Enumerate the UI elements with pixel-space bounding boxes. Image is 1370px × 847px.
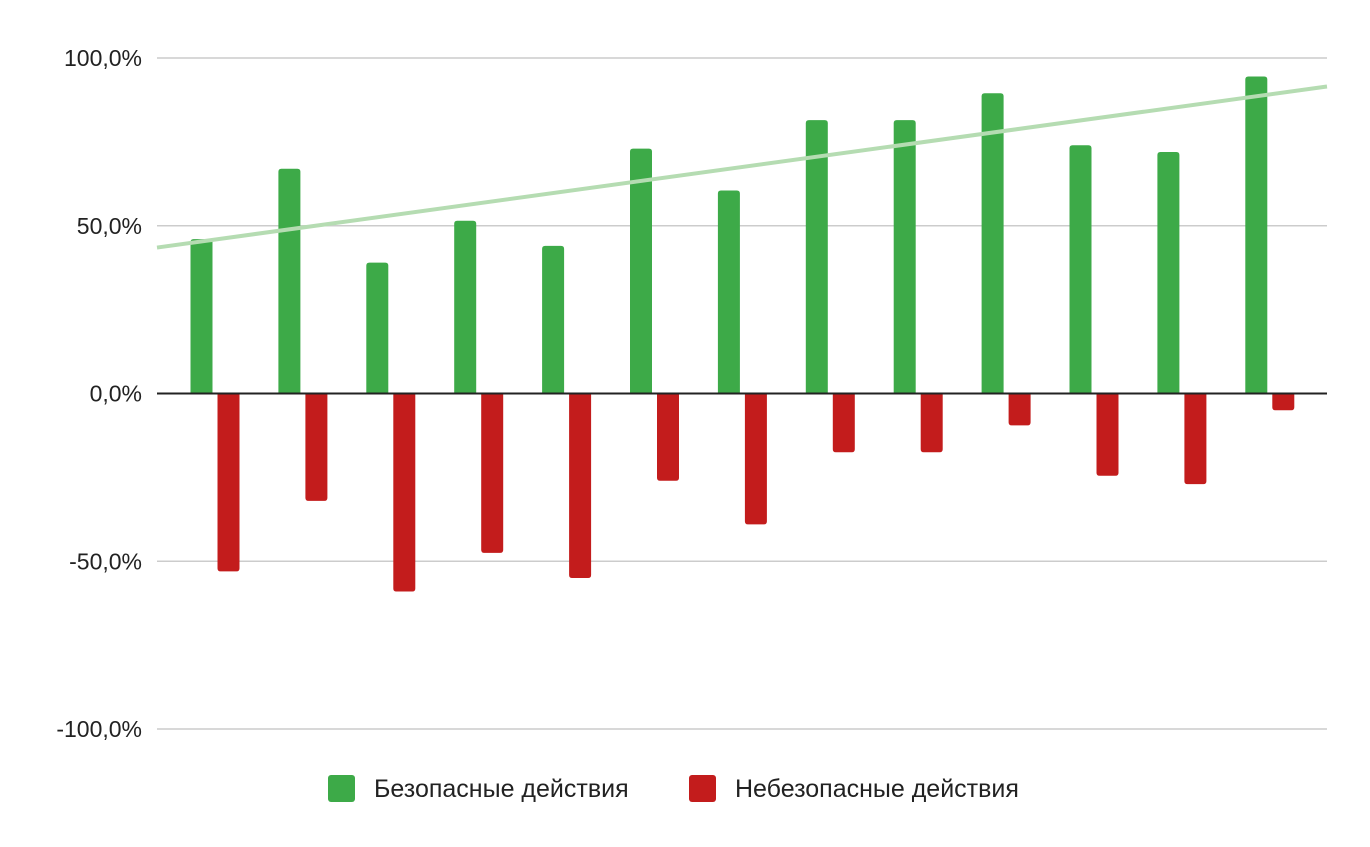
- bar-safe-actions: [366, 262, 389, 394]
- legend-label-unsafe: Небезопасные действия: [735, 775, 1019, 803]
- bar-safe-actions: [278, 168, 301, 394]
- bar-safe-actions: [454, 220, 477, 394]
- bar-safe-actions: [190, 239, 213, 394]
- grid-layer: [157, 57, 1327, 730]
- bar-safe-actions: [1157, 151, 1180, 394]
- bar-safe-actions: [805, 120, 828, 394]
- bar-safe-actions: [1245, 76, 1268, 394]
- bar-safe-actions: [1069, 145, 1092, 394]
- y-tick-label: 100,0%: [64, 45, 142, 71]
- bar-unsafe-actions: [744, 393, 767, 525]
- y-tick-label: 50,0%: [77, 213, 142, 239]
- bar-safe-actions: [981, 93, 1004, 394]
- legend-swatch-safe: [328, 775, 355, 802]
- bar-unsafe-actions: [569, 393, 592, 579]
- trendline-layer: [156, 84, 1328, 250]
- bar-unsafe-actions: [1008, 393, 1031, 426]
- bar-unsafe-actions: [832, 393, 855, 453]
- legend-swatch-unsafe: [689, 775, 716, 802]
- bar-unsafe-actions: [1096, 393, 1119, 476]
- bar-safe-actions: [893, 120, 916, 394]
- bar-unsafe-actions: [305, 393, 328, 501]
- bar-safe-actions: [717, 190, 740, 394]
- legend-label-safe: Безопасные действия: [374, 775, 629, 803]
- bar-unsafe-actions: [393, 393, 416, 592]
- bar-unsafe-actions: [657, 393, 679, 481]
- y-tick-label: -100,0%: [56, 716, 142, 742]
- trendline-safe-actions: [156, 84, 1328, 250]
- legend: Безопасные действия Небезопасные действия: [328, 775, 1019, 803]
- y-tick-label: -50,0%: [69, 548, 142, 574]
- bar-unsafe-actions: [217, 393, 240, 572]
- bar-unsafe-actions: [481, 393, 504, 553]
- bar-unsafe-actions: [1272, 393, 1295, 411]
- y-tick-label: 0,0%: [90, 381, 142, 407]
- bar-unsafe-actions: [1184, 393, 1207, 485]
- bar-safe-actions: [542, 245, 565, 394]
- bar-safe-actions: [630, 148, 652, 394]
- y-axis-ticks: 100,0% 50,0% 0,0% -50,0% -100,0%: [56, 45, 142, 742]
- bar-unsafe-actions: [920, 393, 943, 453]
- bars-layer: [190, 76, 1295, 592]
